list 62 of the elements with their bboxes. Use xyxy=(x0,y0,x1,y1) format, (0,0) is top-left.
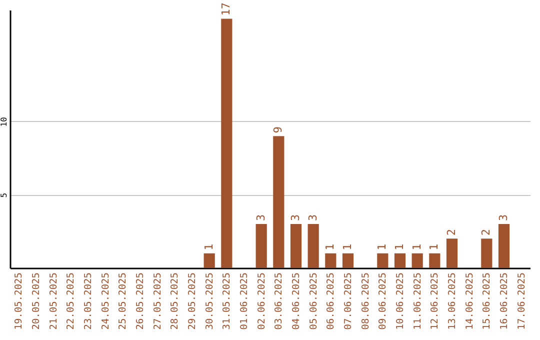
data-label: 3 xyxy=(306,214,320,222)
x-tick-label: 31.05.2025 xyxy=(222,272,233,330)
bar xyxy=(325,253,336,268)
x-tick-label: 19.05.2025 xyxy=(14,272,25,330)
x-tick-label: 27.05.2025 xyxy=(152,272,164,330)
x-tick-label: 02.06.2025 xyxy=(256,272,268,330)
x-tick-label: 29.05.2025 xyxy=(187,272,198,330)
x-tick-label: 04.06.2025 xyxy=(291,272,302,330)
x-tick-label: 06.06.2025 xyxy=(326,272,337,330)
bar xyxy=(290,224,302,268)
bar xyxy=(394,253,406,268)
x-tick-label: 12.06.2025 xyxy=(430,272,441,330)
bar xyxy=(342,253,354,268)
bar xyxy=(429,253,440,268)
data-label: 1 xyxy=(410,244,424,250)
x-tick-label: 25.05.2025 xyxy=(118,272,129,330)
y-tick-label: 5 xyxy=(0,192,8,198)
bar xyxy=(308,224,319,268)
bar xyxy=(204,253,215,268)
x-tick-label: 03.06.2025 xyxy=(274,272,285,330)
bar xyxy=(498,224,510,268)
bar xyxy=(446,238,458,268)
data-label: 17 xyxy=(220,2,233,16)
x-tick-label: 11.06.2025 xyxy=(412,272,424,330)
x-tick-label: 16.06.2025 xyxy=(499,272,510,330)
x-tick-label: 10.06.2025 xyxy=(395,272,406,330)
bar xyxy=(377,253,388,268)
bar xyxy=(256,224,267,268)
x-tick-label: 24.05.2025 xyxy=(100,272,112,330)
bar xyxy=(221,18,232,268)
x-tick-label: 17.06.2025 xyxy=(516,272,528,330)
data-label: 1 xyxy=(341,244,354,250)
y-tick-label: 10 xyxy=(0,116,8,127)
data-label: 3 xyxy=(289,214,302,222)
data-label: 1 xyxy=(324,244,337,250)
x-tick-label: 21.05.2025 xyxy=(48,272,60,330)
x-tick-label: 01.06.2025 xyxy=(239,272,250,330)
bar xyxy=(481,238,492,268)
x-tick-label: 28.05.2025 xyxy=(170,272,181,330)
x-tick-label: 23.05.2025 xyxy=(83,272,94,330)
x-tick-label: 08.06.2025 xyxy=(360,272,372,330)
x-tick-label: 14.06.2025 xyxy=(464,272,476,330)
bar xyxy=(273,136,284,268)
bar xyxy=(412,253,423,268)
data-label: 2 xyxy=(480,229,493,236)
data-label: 3 xyxy=(254,214,268,222)
data-label: 3 xyxy=(497,214,510,222)
data-label: 1 xyxy=(393,244,406,250)
data-label: 9 xyxy=(272,126,285,134)
x-tick-label: 15.06.2025 xyxy=(482,272,493,330)
data-label: 1 xyxy=(202,244,216,250)
x-tick-label: 26.05.2025 xyxy=(135,272,146,330)
data-label: 1 xyxy=(376,244,389,250)
data-label: 2 xyxy=(445,229,458,236)
x-tick-label: 13.06.2025 xyxy=(447,272,458,330)
x-tick-label: 07.06.2025 xyxy=(343,272,354,330)
x-tick-label: 09.06.2025 xyxy=(378,272,389,330)
x-tick-label: 22.05.2025 xyxy=(66,272,77,330)
x-tick-label: 05.06.2025 xyxy=(308,272,320,330)
data-label: 1 xyxy=(428,244,441,250)
x-tick-label: 30.05.2025 xyxy=(204,272,216,330)
x-tick-label: 20.05.2025 xyxy=(31,272,42,330)
